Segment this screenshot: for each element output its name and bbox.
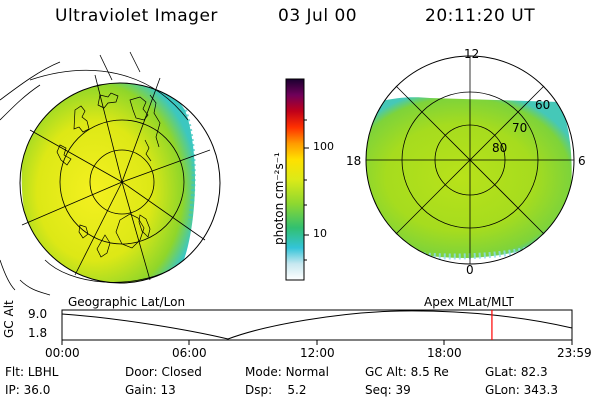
mlat-label-80: 80	[492, 141, 508, 155]
mlat-label-70: 70	[512, 121, 528, 135]
gain-field: Gain: 13	[125, 383, 176, 397]
colorbar-tick-10: 10	[313, 227, 327, 240]
date-label: 03 Jul 00	[278, 6, 358, 26]
timeline-xtick: 00:00	[45, 346, 80, 360]
mode-field: Mode: Normal	[245, 365, 329, 379]
color-bar	[285, 78, 309, 281]
timeline-xtick: 12:00	[300, 346, 335, 360]
colorbar-tick-100: 100	[313, 140, 334, 153]
timeline-axis-label: GC Alt	[2, 300, 16, 338]
glon-field: GLon: 343.3	[485, 383, 558, 397]
seq-field: Seq: 39	[365, 383, 411, 397]
timeline-xtick: 23:59	[557, 346, 592, 360]
geographic-projection-label: Geographic Lat/Lon	[68, 295, 186, 309]
mlt-label-18: 18	[346, 154, 362, 168]
mlt-label-6: 6	[578, 154, 586, 168]
app-title: Ultraviolet Imager	[55, 6, 218, 26]
timeline-xtick: 18:00	[427, 346, 462, 360]
timeline-plot	[61, 309, 573, 345]
ip-field: IP: 36.0	[5, 383, 51, 397]
time-label: 20:11:20 UT	[425, 6, 536, 26]
gc-alt-field: GC Alt: 8.5 Re	[365, 365, 449, 379]
apex-image	[365, 55, 575, 265]
timeline-ytick-min: 1.8	[28, 326, 48, 340]
glat-field: GLat: 82.3	[485, 365, 548, 379]
door-field: Door: Closed	[125, 365, 202, 379]
timeline-xtick: 06:00	[172, 346, 207, 360]
colorbar-unit-label: photon cm⁻²s⁻¹	[272, 152, 286, 245]
apex-projection-label: Apex MLat/MLT	[424, 295, 514, 309]
timeline-ytick-max: 9.0	[28, 307, 48, 321]
mlt-label-12: 12	[464, 47, 480, 61]
geographic-image	[0, 51, 221, 296]
dsp-field: Dsp: 5.2	[245, 383, 307, 397]
filter-field: Flt: LBHL	[5, 365, 59, 379]
mlat-label-60: 60	[535, 98, 551, 112]
mlt-label-0: 0	[466, 263, 474, 277]
